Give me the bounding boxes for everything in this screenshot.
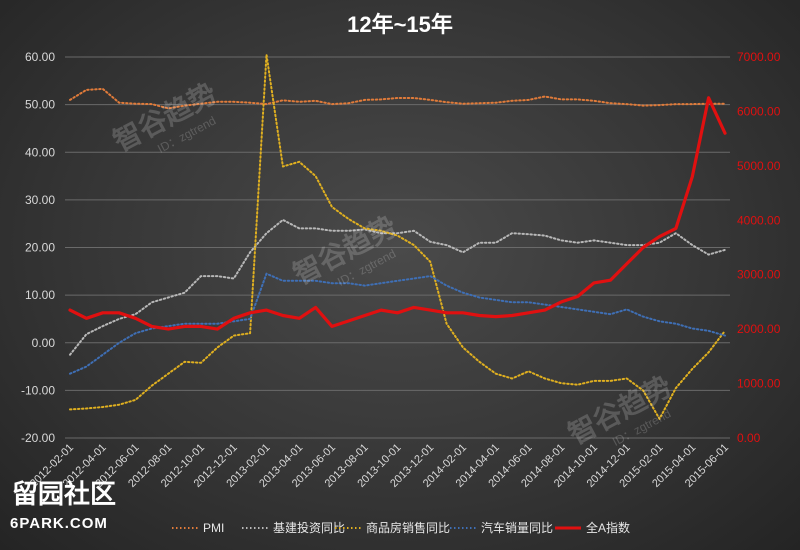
y-right-tick-label: 6000.00 <box>737 104 781 118</box>
y-right-tick-label: 5000.00 <box>737 159 781 173</box>
y-left-tick-label: 40.00 <box>25 145 55 159</box>
y-axis-right: 7000.00 6000.00 5000.00 4000.00 3000.00 2000.… <box>737 50 781 445</box>
y-right-tick-label: 4000.00 <box>737 213 781 227</box>
y-right-tick-label: 0.00 <box>737 431 761 445</box>
y-left-tick-label: -10.00 <box>21 383 55 397</box>
x-axis: 2012-02-012012-04-012012-06-012012-08-01… <box>28 442 731 490</box>
y-right-tick-label: 7000.00 <box>737 50 781 64</box>
series-line-1 <box>69 218 726 356</box>
series-line-0 <box>69 87 726 110</box>
logo-en-text: 6PARK.COM <box>10 515 108 532</box>
chart-title: 12年~15年 <box>347 12 453 37</box>
legend-label: 全A指数 <box>586 520 630 535</box>
y-right-tick-label: 3000.00 <box>737 268 781 282</box>
series-lines <box>68 53 727 420</box>
series-line-3 <box>69 272 726 375</box>
y-left-tick-label: 50.00 <box>25 98 55 112</box>
legend-label: 汽车销量同比 <box>481 520 553 535</box>
watermarks: 智谷趋势ID：zgtrend智谷趋势ID：zgtrend智谷趋势ID：zgtre… <box>108 77 676 450</box>
y-left-tick-label: 0.00 <box>32 336 56 350</box>
y-left-tick-label: 20.00 <box>25 241 55 255</box>
logo-cn-text: 留园社区 <box>12 479 116 510</box>
y-left-tick-label: -20.00 <box>21 431 55 445</box>
y-right-tick-label: 2000.00 <box>737 322 781 336</box>
y-right-tick-label: 1000.00 <box>737 377 781 391</box>
legend-label: PMI <box>203 521 224 535</box>
site-logo: 留园社区 6PARK.COM <box>10 479 116 532</box>
legend-label: 基建投资同比 <box>273 520 345 535</box>
series-line-4 <box>68 96 727 331</box>
series-line-2 <box>69 53 726 420</box>
y-left-tick-label: 60.00 <box>25 50 55 64</box>
legend-label: 商品房销售同比 <box>366 520 450 535</box>
legend: PMI 基建投资同比 商品房销售同比 汽车销量同比 全A指数 <box>172 520 630 535</box>
y-left-tick-label: 10.00 <box>25 288 55 302</box>
y-axis-left: 60.00 50.00 40.00 30.00 20.00 10.00 0.00 -10.00… <box>21 50 55 445</box>
y-left-tick-label: 30.00 <box>25 193 55 207</box>
